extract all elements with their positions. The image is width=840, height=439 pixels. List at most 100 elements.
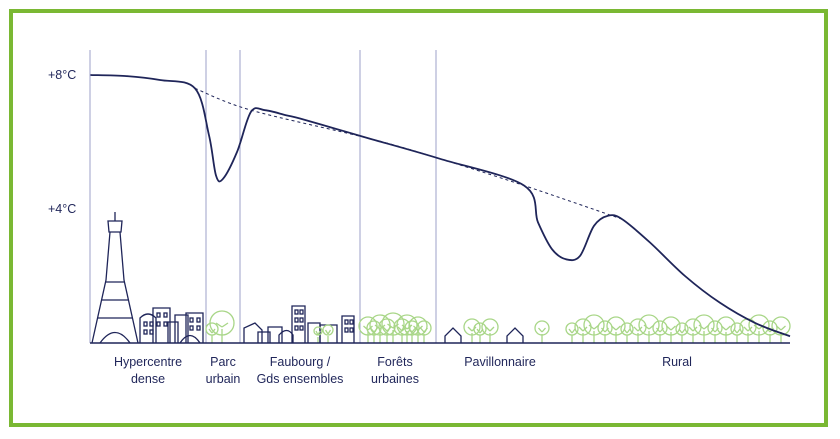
window-11 (189, 325, 194, 331)
building-1 (139, 313, 157, 343)
zone-label-2-line-2: urbain (206, 372, 241, 386)
park-tree-1 (209, 310, 235, 343)
rural-tree-6-trunk (623, 328, 631, 343)
rural-tree-16-trunk (733, 328, 741, 343)
rural-tree-6-crown (620, 322, 634, 336)
forest-tree-6 (366, 320, 382, 343)
park-tree-1-trunk (215, 322, 229, 343)
forest-tree-3 (381, 312, 405, 343)
fb-house-4 (278, 329, 294, 343)
pav-tree-3-trunk (538, 327, 546, 343)
zone-label-4-line-2: urbaines (371, 372, 419, 386)
rural-tree-18 (748, 314, 770, 343)
fb-house-2 (257, 331, 271, 343)
house-1 (444, 327, 462, 343)
buildings-hypercentre (139, 307, 204, 344)
eiffel-tower (91, 212, 139, 344)
y-tick-label-2: +4°C (48, 202, 76, 216)
rural-tree-3 (583, 314, 605, 343)
zone-pavillonnaire (444, 318, 550, 343)
house-2-shape (506, 327, 524, 343)
fb-window-8 (349, 319, 354, 325)
fb-house-3 (267, 326, 283, 343)
fb-window-4 (299, 317, 304, 323)
temperature-curve (89, 74, 791, 338)
pav-tree-4-trunk (476, 328, 484, 343)
zone-label-3-line-1: Faubourg / (270, 355, 331, 369)
house-2 (506, 327, 524, 343)
fb-window-2 (299, 309, 304, 315)
pav-tree-1-crown (463, 318, 481, 336)
fb-window-6 (299, 325, 304, 331)
rural-tree-16-crown (730, 322, 744, 336)
rural-tree-13 (693, 314, 715, 343)
zone-dividers (205, 50, 437, 343)
axes: +8°C +4°C (48, 50, 790, 344)
rural-tree-1 (565, 322, 579, 343)
window-12 (196, 325, 201, 331)
window-1 (143, 321, 148, 327)
pav-tree-4 (473, 322, 487, 343)
building-6 (179, 334, 201, 344)
window-10 (196, 317, 201, 323)
zone-label-2-line-1: Parc (210, 355, 236, 369)
y-tick-label-1: +8°C (48, 68, 76, 82)
trees-rural (565, 314, 791, 343)
buildings-faubourg (243, 305, 355, 343)
reference-curve-dashed (194, 87, 623, 220)
rural-tree-15 (716, 316, 736, 343)
trees-parc-urbain (205, 310, 235, 343)
zone-label-1-line-1: Hypercentre (114, 355, 182, 369)
tower-legs (91, 231, 139, 344)
zone-label-3-line-2: Gds ensembles (257, 372, 344, 386)
window-6 (163, 312, 168, 318)
window-8 (163, 321, 168, 327)
forest-tree-10-trunk (408, 327, 416, 343)
fb-window-10 (349, 327, 354, 333)
pav-tree-3 (534, 320, 550, 343)
forest-tree-7 (393, 318, 411, 343)
park-tree-2-trunk (208, 328, 216, 343)
rural-tree-11-crown (675, 322, 689, 336)
fb-window-3 (294, 317, 299, 323)
temperature-series (89, 74, 791, 338)
trees-forets-urbaines (358, 312, 432, 343)
forest-tree-9-trunk (382, 326, 392, 343)
window-3 (143, 329, 148, 335)
zone-label-4-line-1: Forêts (377, 355, 412, 369)
landscape-illustration (91, 212, 791, 344)
rural-tree-6 (620, 322, 634, 343)
tower-top (107, 212, 123, 233)
house-1-shape (444, 327, 462, 343)
fb-tower-2 (341, 315, 355, 343)
forest-tree-10 (404, 320, 420, 343)
fb-tower-1 (291, 305, 306, 343)
tower-platforms (97, 281, 133, 319)
fb-tree-1-crown (322, 324, 334, 336)
fb-tree-1-trunk (324, 329, 332, 343)
pav-tree-2 (481, 318, 499, 343)
zone-label-6-line-1: Rural (662, 355, 692, 369)
fb-tree-1 (322, 324, 334, 343)
fb-window-5 (294, 325, 299, 331)
rural-tree-11 (675, 322, 689, 343)
rural-tree-14 (707, 320, 723, 343)
zone-label-5-line-1: Pavillonnaire (464, 355, 536, 369)
zone-labels: Hypercentre dense Parc urbain Faubourg / Gds … (114, 355, 692, 386)
rural-tree-5-trunk (611, 325, 621, 343)
rural-tree-1-trunk (568, 328, 576, 343)
window-7 (156, 321, 161, 327)
park-tree-2 (205, 322, 219, 343)
zone-label-1-line-2: dense (131, 372, 165, 386)
pav-tree-1 (463, 318, 481, 343)
window-9 (189, 317, 194, 323)
window-4 (149, 329, 154, 335)
forest-tree-8 (416, 320, 432, 343)
forest-tree-6-trunk (370, 327, 378, 343)
pav-tree-2-trunk (485, 326, 495, 343)
window-5 (156, 312, 161, 318)
rural-tree-1-crown (565, 322, 579, 336)
rural-tree-8 (638, 314, 660, 343)
rural-tree-10 (661, 316, 681, 343)
